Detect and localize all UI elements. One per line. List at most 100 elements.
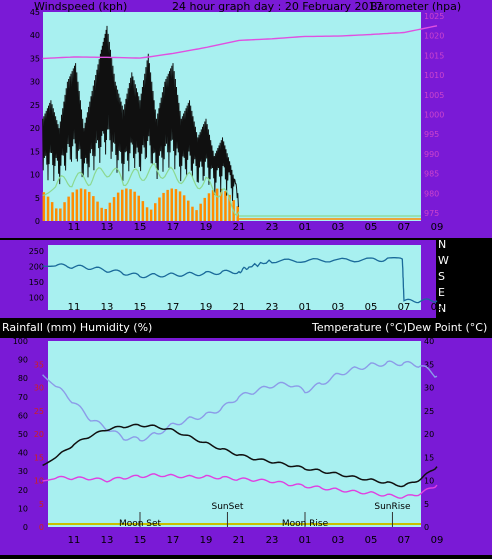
x-tick-label: 21: [233, 302, 246, 313]
windspeed-average-line: [42, 163, 240, 217]
wind-bar: [79, 188, 83, 221]
rainfall-tick-label: 0: [39, 523, 44, 532]
wind-bar: [211, 190, 215, 221]
wind-bar: [178, 191, 182, 221]
windspeed-tick-label: 25: [30, 101, 40, 110]
wind-bar: [145, 207, 149, 221]
middle-plot-area: [48, 245, 421, 310]
barometer-tick-label: 1015: [424, 51, 444, 60]
temperature-tick-label: 10: [424, 477, 434, 486]
rainfall-tick-label: 10: [34, 477, 44, 486]
x-tick-label: 13: [101, 222, 114, 233]
wind-bar: [42, 192, 46, 221]
x-tick-label: 01: [299, 535, 312, 546]
windspeed-tick-label: 0: [35, 217, 40, 226]
wind-bar: [154, 203, 157, 221]
rainfall-tick-label: 25: [34, 407, 44, 416]
barometer-tick-label: 1005: [424, 91, 444, 100]
wind-bar: [129, 189, 132, 221]
x-tick-label: 19: [200, 302, 213, 313]
barometer-line: [42, 25, 438, 60]
wind-direction-line: [42, 257, 438, 304]
windspeed-tick-label: 5: [35, 194, 40, 203]
compass-direction-label: E: [438, 286, 445, 299]
x-tick-label: 07: [398, 222, 411, 233]
wind-bar: [215, 188, 219, 221]
barometer-tick-label: 975: [424, 209, 439, 218]
wind-bar: [195, 210, 198, 221]
event-label: SunRise: [374, 502, 411, 512]
rainfall-tick-label: 30: [34, 384, 44, 393]
wind-bar: [207, 193, 211, 221]
wind-bar: [224, 191, 227, 221]
wind-bar: [71, 192, 74, 221]
direction-tick-label: 100: [29, 294, 44, 303]
barometer-axis-label: Barometer (hpa): [370, 0, 461, 13]
windspeed-tick-label: 30: [30, 78, 40, 87]
rain-humidity-axis-label: Rainfall (mm) Humidity (%): [2, 321, 152, 334]
x-tick-label: 11: [68, 302, 81, 313]
wind-bar: [125, 188, 128, 221]
wind-bar: [83, 189, 87, 221]
wind-bar: [199, 203, 202, 221]
x-tick-label: 21: [233, 535, 246, 546]
humidity-tick-label: 50: [18, 430, 28, 439]
x-tick-label: 11: [68, 222, 81, 233]
bottom-header: [0, 318, 492, 338]
x-tick-label: 01: [299, 222, 312, 233]
temperature-tick-label: 20: [424, 430, 434, 439]
x-tick-label: 05: [365, 302, 378, 313]
wind-bar: [116, 192, 120, 221]
humidity-tick-label: 40: [18, 449, 28, 458]
rainfall-tick-label: 15: [34, 453, 44, 462]
wind-bar: [88, 191, 91, 221]
wind-bar: [112, 197, 116, 221]
x-tick-label: 03: [332, 302, 345, 313]
wind-bar: [166, 189, 169, 221]
wind-bar: [182, 195, 186, 221]
wind-bar: [141, 201, 145, 221]
wind-bar: [158, 197, 161, 221]
windspeed-tick-label: 20: [30, 124, 40, 133]
chart-marks: Moon Set SunSet Moon Rise SunRise: [42, 25, 438, 529]
humidity-tick-label: 60: [18, 411, 28, 420]
middle-frame-right: [436, 240, 492, 318]
x-tick-label: 09: [431, 302, 444, 313]
wind-bar: [174, 189, 178, 221]
x-tick-label: 09: [431, 222, 444, 233]
windspeed-tick-label: 35: [30, 54, 40, 63]
event-label: SunSet: [211, 502, 243, 512]
humidity-tick-label: 20: [18, 486, 28, 495]
x-tick-label: 11: [68, 535, 81, 546]
temperature-tick-label: 40: [424, 337, 434, 346]
humidity-tick-label: 80: [18, 374, 28, 383]
wind-bar: [203, 197, 206, 221]
wind-bar: [59, 208, 62, 221]
x-tick-label: 01: [299, 302, 312, 313]
windspeed-gust-line: [42, 25, 239, 208]
barometer-tick-label: 995: [424, 130, 439, 139]
direction-tick-label: 250: [29, 247, 44, 256]
windspeed-tick-label: 10: [30, 171, 40, 180]
barometer-tick-label: 985: [424, 170, 439, 179]
x-tick-label: 23: [266, 302, 279, 313]
wind-bar: [133, 191, 136, 221]
x-tick-label: 15: [134, 302, 147, 313]
barometer-tick-label: 1025: [424, 12, 444, 21]
x-tick-label: 13: [101, 535, 114, 546]
x-tick-label: 17: [167, 302, 180, 313]
x-tick-label: 19: [200, 535, 213, 546]
wind-bar: [162, 192, 165, 221]
temperature-tick-label: 5: [424, 500, 429, 509]
x-tick-label: 05: [365, 222, 378, 233]
x-tick-label: 03: [332, 535, 345, 546]
x-tick-label: 09: [431, 535, 444, 546]
temperature-tick-label: 25: [424, 407, 434, 416]
bottom-plot-area: [48, 341, 421, 527]
windspeed-tick-label: 15: [30, 147, 40, 156]
x-tick-label: 03: [332, 222, 345, 233]
humidity-tick-label: 90: [18, 356, 28, 365]
compass-direction-label: N: [438, 238, 446, 251]
